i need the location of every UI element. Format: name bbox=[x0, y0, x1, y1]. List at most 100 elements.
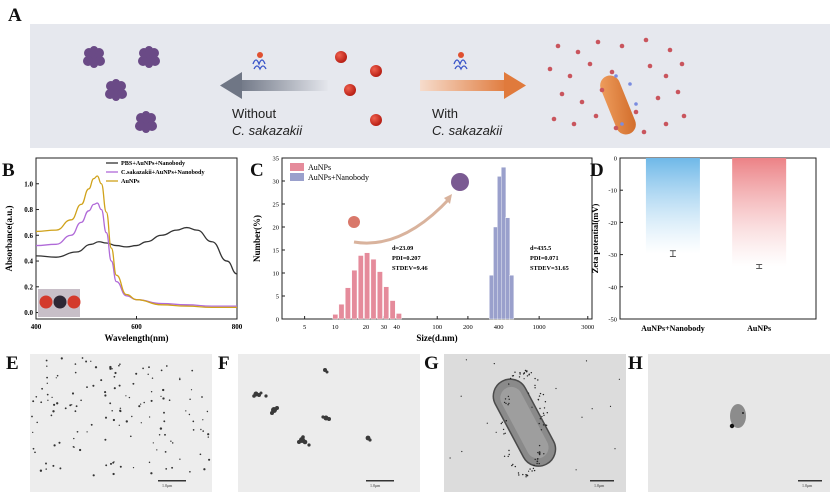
legend-label: C.sakazakii+AuNPs+Nanobody bbox=[121, 169, 205, 176]
nanoparticle-dot bbox=[171, 466, 174, 469]
aunp-particle bbox=[348, 216, 360, 228]
nanoparticle-dot bbox=[58, 441, 61, 444]
panel-label-a: A bbox=[8, 5, 22, 26]
nanoparticle-dot bbox=[523, 372, 526, 374]
nanoparticle-dot bbox=[614, 448, 616, 450]
nanoparticle-dot bbox=[125, 420, 128, 423]
y-tick-label: 30 bbox=[273, 179, 280, 186]
scale-label: 1.0μm bbox=[370, 483, 381, 488]
nanoparticle-dot bbox=[81, 357, 84, 359]
nanoparticle-dot bbox=[45, 468, 47, 470]
nanoparticle-dot bbox=[104, 416, 108, 419]
nanoparticle-dot bbox=[109, 402, 112, 405]
without-text: Without bbox=[232, 106, 277, 121]
nanoparticle-dot bbox=[85, 360, 88, 363]
nanoparticle-dot bbox=[505, 420, 507, 422]
nanoparticle-dot bbox=[59, 467, 62, 470]
nanoparticle-dot bbox=[449, 457, 451, 459]
bacterium bbox=[600, 75, 636, 135]
nanoparticle-dot bbox=[32, 431, 34, 434]
x-tick-label: 800 bbox=[232, 323, 243, 331]
nanoparticle-dot bbox=[505, 402, 507, 405]
nanoparticle-dot bbox=[109, 462, 113, 465]
y-tick-label: 0.4 bbox=[24, 258, 33, 266]
y-tick-label: -10 bbox=[608, 188, 617, 195]
nanoparticle-dot bbox=[504, 398, 507, 400]
nanoparticle-dot bbox=[100, 379, 103, 382]
nanoparticle-dot bbox=[503, 401, 506, 404]
nanoparticle-dot bbox=[111, 368, 113, 370]
nanoparticle-dot bbox=[150, 399, 153, 402]
panel-a-schematic bbox=[83, 37, 687, 135]
nanoparticle-dot bbox=[148, 366, 150, 369]
nanoparticle-dot bbox=[71, 392, 75, 395]
y-tick-label: 0 bbox=[614, 156, 617, 163]
nanoparticle-dot bbox=[512, 463, 514, 466]
x-tick-label: 40 bbox=[393, 324, 400, 331]
nanoparticle-dot bbox=[461, 450, 463, 453]
bound-nanobodies bbox=[614, 74, 638, 126]
nanoparticle-dot bbox=[78, 448, 82, 452]
panel-label-e: E bbox=[6, 353, 19, 374]
nanoparticle-dot bbox=[46, 365, 48, 367]
nanoparticle-dot bbox=[460, 395, 462, 397]
nanoparticle-dot bbox=[201, 396, 203, 398]
nanoparticle-dot bbox=[519, 372, 521, 374]
nanoparticle-dot bbox=[523, 378, 525, 380]
nanoparticle-dot bbox=[74, 410, 77, 413]
nanoparticle-dot bbox=[125, 395, 127, 397]
nanoparticle-dot bbox=[114, 371, 117, 375]
nanoparticle-dot bbox=[522, 373, 525, 375]
bar bbox=[645, 158, 700, 254]
x-tick-label: 30 bbox=[381, 324, 388, 331]
nanoparticle-dot bbox=[507, 455, 509, 458]
nanoparticle-dot bbox=[45, 462, 47, 465]
nanoparticle-dot bbox=[189, 398, 191, 401]
nanoparticle-dot bbox=[73, 437, 75, 440]
panel-label-f: F bbox=[218, 353, 230, 374]
nanoparticle-dot bbox=[531, 470, 533, 472]
panel-label-d: D bbox=[590, 160, 604, 181]
nanoparticle-dot bbox=[104, 391, 107, 394]
nanoparticle-dot bbox=[508, 449, 510, 452]
nanoparticle-dot bbox=[52, 464, 55, 467]
nanoparticle-dot bbox=[45, 359, 48, 362]
nanoparticle-dot bbox=[104, 394, 107, 397]
with-species-text: C. sakazakii bbox=[432, 123, 503, 138]
y-tick-label: 5 bbox=[276, 294, 279, 301]
nanoparticle-dot bbox=[517, 472, 520, 474]
nanoparticle-dot bbox=[534, 458, 536, 461]
nanoparticle-dot bbox=[493, 363, 495, 365]
nanoparticle-dot bbox=[74, 371, 77, 374]
nanoparticle-dot bbox=[50, 414, 53, 417]
x-tick-label: 10 bbox=[332, 324, 339, 331]
category-label: AuNPs+Nanobody bbox=[641, 324, 705, 333]
y-axis-label: Zeta potential(mV) bbox=[590, 204, 600, 274]
nanoparticle-dot bbox=[39, 469, 43, 472]
nanoparticle-dot bbox=[75, 405, 78, 408]
nanoparticle-dot bbox=[118, 424, 120, 426]
nanoparticle-dot bbox=[537, 451, 539, 454]
nanoparticle-dot bbox=[486, 422, 488, 424]
nanoparticle-dot bbox=[118, 364, 120, 367]
nanoparticle-dot bbox=[503, 455, 506, 457]
nanoparticle-dot bbox=[128, 396, 131, 399]
nanoparticle-dot bbox=[546, 412, 548, 414]
nanoparticle-dot bbox=[540, 429, 543, 431]
bacterium-cell bbox=[730, 404, 746, 428]
nanoparticle-dot bbox=[160, 369, 163, 372]
nanoparticle-dot bbox=[31, 415, 33, 418]
series-line bbox=[35, 226, 238, 275]
nanoparticle-dot bbox=[189, 470, 191, 473]
nanoparticle-dot bbox=[140, 422, 142, 424]
nanoparticle-dot bbox=[113, 461, 115, 463]
nanoparticle-dot bbox=[504, 432, 506, 434]
vial-dark bbox=[53, 295, 67, 309]
nanoparticle-dot bbox=[112, 418, 116, 422]
nanoparticle-dot bbox=[132, 466, 135, 469]
vial-red bbox=[39, 295, 53, 309]
nanoparticle-aggregates bbox=[252, 368, 372, 447]
nanoparticle-dot bbox=[528, 470, 530, 472]
nanoparticle-dot bbox=[542, 424, 545, 426]
nanoparticle-dot bbox=[532, 467, 535, 470]
